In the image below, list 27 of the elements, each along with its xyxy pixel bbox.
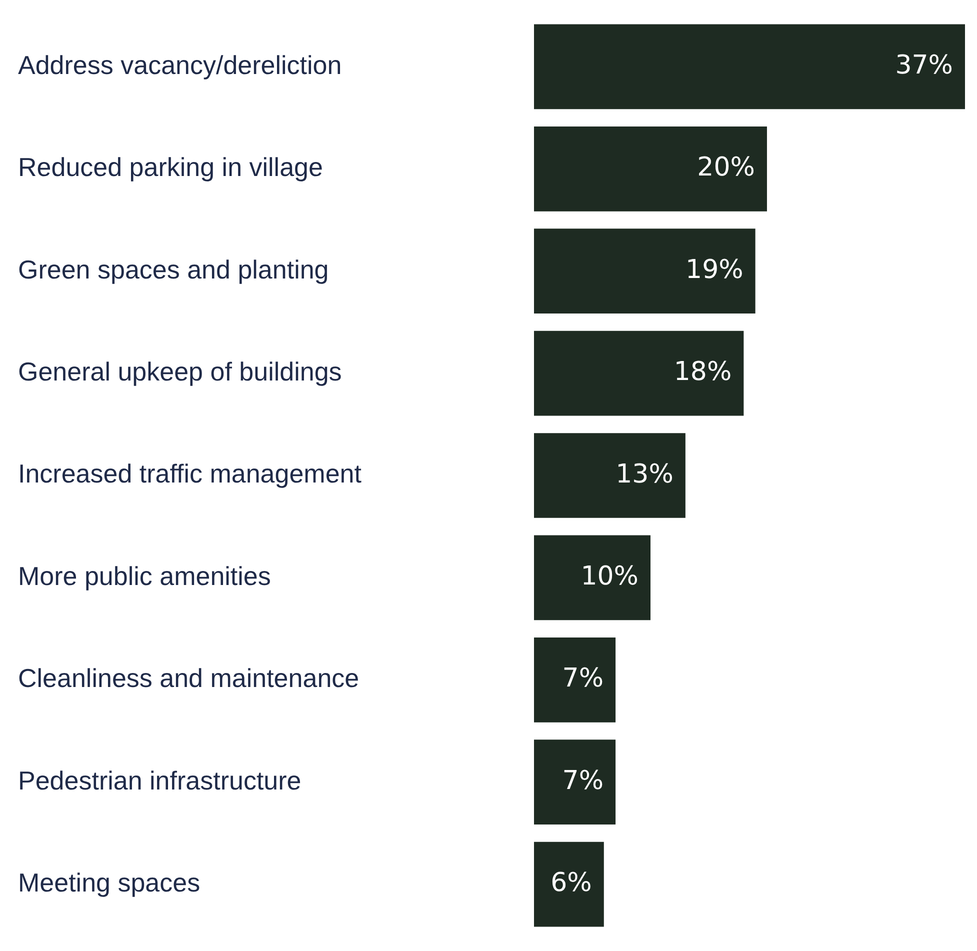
y-tick-label: Address vacancy/dereliction	[18, 50, 342, 80]
data-label: 18%	[674, 357, 732, 388]
data-label: 37%	[895, 50, 953, 80]
y-tick-label: Green spaces and planting	[18, 254, 329, 284]
data-label: 20%	[697, 152, 755, 183]
y-tick-label: General upkeep of buildings	[18, 356, 342, 386]
bar	[534, 842, 604, 927]
y-tick-label: Increased traffic management	[18, 458, 362, 489]
bar	[534, 126, 767, 212]
y-tick-label: Cleanliness and maintenance	[18, 663, 360, 694]
data-label: 6%	[550, 868, 592, 898]
bar	[534, 637, 616, 722]
data-label: 13%	[616, 459, 674, 490]
y-tick-label: Pedestrian infrastructure	[18, 765, 302, 796]
bar	[534, 740, 616, 825]
data-label: 7%	[562, 664, 604, 694]
bar	[534, 24, 965, 110]
bar	[534, 330, 744, 416]
data-label: 7%	[562, 766, 604, 796]
bar	[534, 535, 650, 620]
y-tick-label: Reduced parking in village	[18, 152, 323, 182]
data-label: 10%	[580, 561, 638, 592]
data-label: 19%	[686, 254, 744, 285]
y-tick-label: More public amenities	[18, 560, 271, 591]
y-tick-label: Meeting spaces	[18, 867, 200, 898]
bar	[534, 228, 756, 314]
bar	[534, 433, 686, 518]
